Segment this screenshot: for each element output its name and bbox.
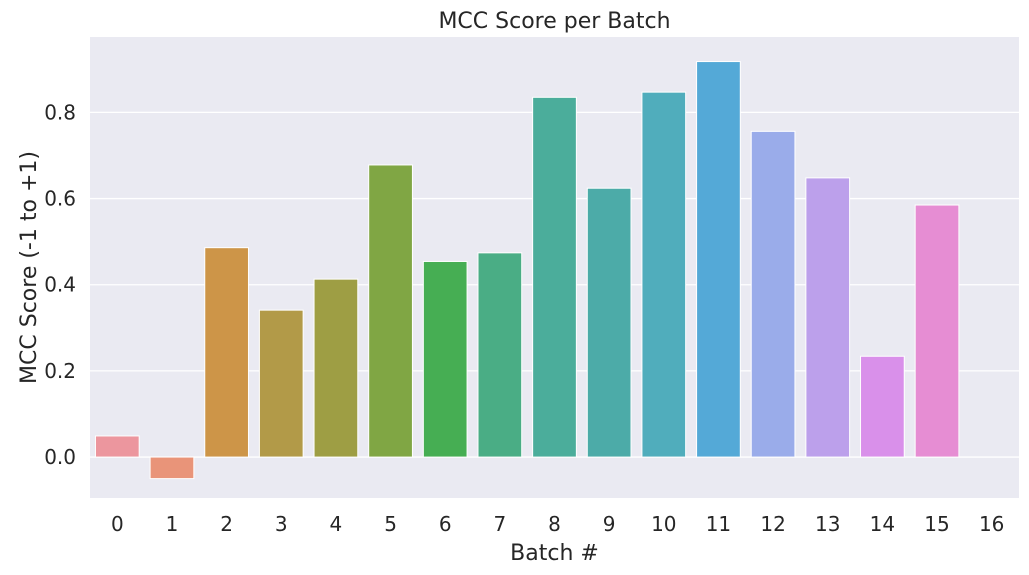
bar-batch-7 <box>477 252 523 458</box>
x-tick-label: 0 <box>111 512 124 536</box>
bars <box>94 61 960 480</box>
x-tick-label: 10 <box>651 512 676 536</box>
bar-batch-6 <box>422 260 468 458</box>
bar-batch-8 <box>532 96 577 458</box>
bar-batch-12 <box>750 130 796 458</box>
x-tick-label: 14 <box>870 512 895 536</box>
bar-batch-5 <box>368 164 413 458</box>
x-tick-label: 3 <box>275 512 288 536</box>
x-tick-label: 6 <box>439 512 452 536</box>
chart-title: MCC Score per Batch <box>438 9 670 34</box>
bar-batch-13 <box>805 177 851 458</box>
x-tick-label: 9 <box>603 512 616 536</box>
bar-batch-14 <box>860 355 905 458</box>
bar-batch-3 <box>258 309 304 458</box>
x-tick-label: 1 <box>166 512 179 536</box>
x-tick-label: 5 <box>384 512 397 536</box>
bar-batch-15 <box>914 204 960 458</box>
x-tick-label: 8 <box>548 512 561 536</box>
bar-batch-11 <box>696 61 741 458</box>
bar-batch-9 <box>586 187 632 458</box>
y-tick-label: 0.4 <box>44 273 76 297</box>
x-tick-label: 4 <box>330 512 343 536</box>
x-tick-label: 11 <box>706 512 731 536</box>
x-tick-labels: 0 1 2 3 4 5 6 7 8 9 10 11 12 13 14 15 16 <box>111 512 1004 536</box>
x-axis-title: Batch # <box>510 541 599 566</box>
bar-batch-4 <box>313 278 359 458</box>
y-tick-label: 0.2 <box>44 359 76 383</box>
x-tick-label: 7 <box>493 512 506 536</box>
bar-batch-1 <box>149 456 195 480</box>
y-tick-label: 0.6 <box>44 187 76 211</box>
bar-batch-10 <box>641 91 687 458</box>
y-axis-title: MCC Score (-1 to +1) <box>17 151 42 384</box>
y-tick-label: 0.8 <box>44 100 76 124</box>
x-tick-label: 16 <box>979 512 1004 536</box>
x-tick-label: 12 <box>760 512 785 536</box>
y-tick-label: 0.0 <box>44 445 76 469</box>
bar-batch-2 <box>204 247 249 458</box>
x-tick-label: 2 <box>220 512 233 536</box>
x-tick-label: 13 <box>815 512 840 536</box>
y-tick-labels: 0.0 0.2 0.4 0.6 0.8 <box>44 100 76 469</box>
x-tick-label: 15 <box>924 512 949 536</box>
bar-batch-0 <box>94 435 140 458</box>
